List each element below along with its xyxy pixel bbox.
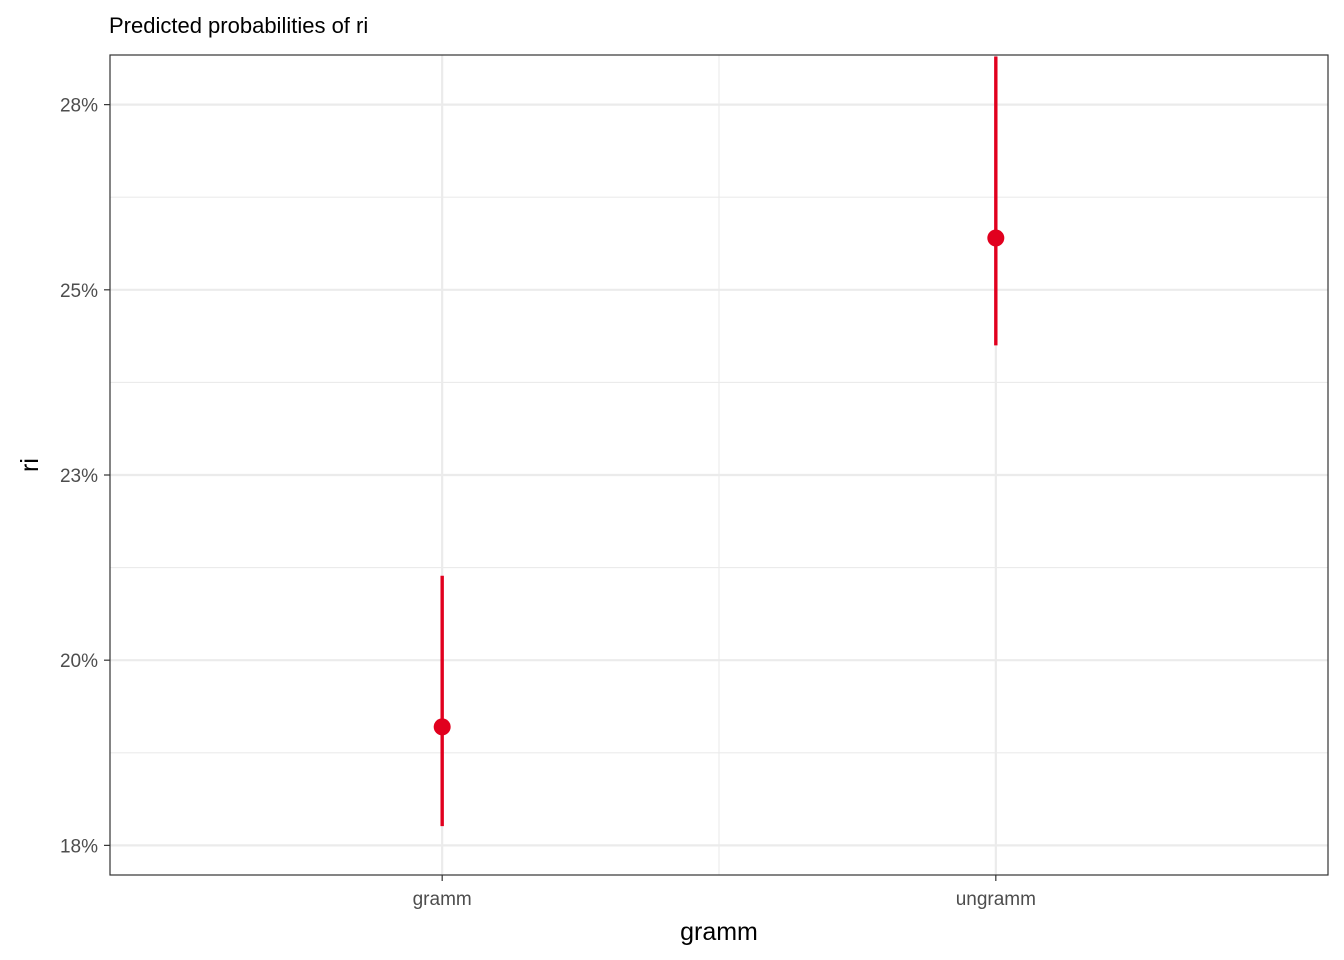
- y-tick-label: 20%: [60, 651, 98, 672]
- panel-border: [109, 54, 1329, 876]
- x-tick-label: ungramm: [956, 889, 1036, 910]
- y-tick-label: 28%: [60, 96, 98, 117]
- y-tick-label: 18%: [60, 836, 98, 857]
- x-tick-label: gramm: [413, 889, 472, 910]
- x-axis-title: gramm: [680, 918, 758, 946]
- y-axis-title: ri: [16, 458, 44, 472]
- data-marks: [433, 56, 1005, 827]
- estimate-point: [987, 229, 1005, 247]
- axes: 18% 20% 23% 25% 28% gramm ungramm: [60, 96, 1036, 910]
- chart-title: Predicted probabilities of ri: [109, 13, 368, 38]
- y-tick-label: 25%: [60, 281, 98, 302]
- estimate-point: [433, 718, 451, 736]
- y-tick-label: 23%: [60, 466, 98, 487]
